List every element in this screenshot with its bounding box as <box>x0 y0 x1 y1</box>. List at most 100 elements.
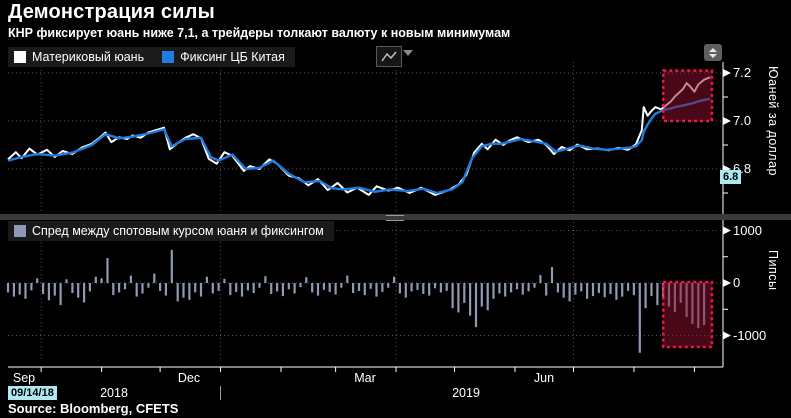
fixing-swatch-icon <box>162 51 174 63</box>
page-title: Демонстрация силы <box>8 1 215 24</box>
xaxis-label-sep: Sep <box>13 371 35 385</box>
spread-bar <box>188 283 190 300</box>
spread-bar <box>89 283 91 291</box>
spread-bar <box>235 283 237 292</box>
spread-bar <box>54 283 56 296</box>
spread-bar <box>206 277 208 283</box>
spread-bar <box>364 283 366 295</box>
spread-bar <box>19 283 21 295</box>
spread-bar <box>71 283 73 293</box>
spread-bar <box>650 283 652 296</box>
spread-bar <box>147 283 149 288</box>
spread-bar <box>30 283 32 290</box>
spread-bar <box>422 283 424 294</box>
spread-bar <box>586 283 588 299</box>
top-legend: Материковый юань Фиксинг ЦБ Китая <box>8 47 295 67</box>
arrow-up-icon <box>709 48 717 52</box>
spread-bar <box>153 274 155 283</box>
spread-bar <box>171 250 173 283</box>
legend-label-fixing: Фиксинг ЦБ Китая <box>180 50 285 64</box>
spread-bar <box>258 283 260 288</box>
y-tick-label: 1000 <box>733 223 762 238</box>
spread-bar <box>182 283 184 298</box>
spread-bar <box>358 283 360 291</box>
spread-bar <box>627 283 629 291</box>
year-label-2018: 2018 <box>100 386 128 400</box>
spread-swatch-icon <box>14 225 26 237</box>
bottom-legend: Спред между спотовым курсом юаня и фикси… <box>8 221 334 241</box>
spread-bar <box>270 283 272 294</box>
y-tick-label: 7.0 <box>733 113 751 128</box>
spread-bar <box>557 283 559 292</box>
spread-bar <box>42 283 44 294</box>
y-tick-arrow-icon <box>723 332 731 340</box>
top-axis-title: Юаней за доллар <box>766 66 780 176</box>
caret-down-icon[interactable] <box>403 50 413 56</box>
spread-bar <box>475 283 477 327</box>
value-badge: 6.8 <box>720 170 741 184</box>
panel-toggle-button[interactable] <box>704 44 722 61</box>
legend-item-fixing[interactable]: Фиксинг ЦБ Китая <box>162 50 285 64</box>
highlight-box-bottom <box>663 282 712 347</box>
spread-bar <box>592 283 594 296</box>
y-tick-arrow-icon <box>723 227 731 235</box>
spread-bar <box>305 277 307 283</box>
spread-bar <box>381 283 383 292</box>
fixing-line-series <box>8 99 710 193</box>
spread-bar <box>299 283 301 287</box>
y-tick-arrow-icon <box>723 279 731 287</box>
arrow-down-icon <box>709 54 717 58</box>
y-tick-arrow-icon <box>723 69 731 77</box>
spread-bar <box>516 283 518 289</box>
spread-bar <box>528 283 530 291</box>
spread-bar <box>533 283 535 288</box>
spread-bar <box>416 283 418 290</box>
spread-bar <box>405 283 407 298</box>
spread-bar <box>522 283 524 295</box>
y-tick-label: 7.2 <box>733 65 751 80</box>
spread-bar <box>282 283 284 296</box>
spread-bar <box>317 283 319 296</box>
year-separator <box>220 386 221 400</box>
line-chart-icon <box>380 50 398 63</box>
spread-bar <box>609 283 611 294</box>
spread-bar <box>335 283 337 295</box>
spread-bar <box>352 283 354 293</box>
panel-splitter[interactable] <box>0 214 791 220</box>
page-subtitle: КНР фиксирует юань ниже 7,1, а трейдеры … <box>8 26 510 40</box>
spread-bar <box>24 283 26 299</box>
chart-type-button[interactable] <box>376 46 402 67</box>
year-label-2019: 2019 <box>452 386 480 400</box>
spread-bar <box>65 279 67 283</box>
spread-bar <box>288 283 290 289</box>
spread-bar <box>264 276 266 283</box>
spread-bar <box>60 283 62 305</box>
legend-item-spot[interactable]: Материковый юань <box>14 50 144 64</box>
spread-bar <box>136 283 138 297</box>
spread-bar <box>276 283 278 291</box>
spread-bar <box>580 283 582 291</box>
spread-bar <box>428 283 430 296</box>
bottom-axis-title: Пипсы <box>766 250 780 290</box>
spread-bar <box>95 277 97 283</box>
spread-bar <box>311 283 313 292</box>
spread-bar <box>440 283 442 292</box>
spread-bar <box>487 283 489 310</box>
spread-bar <box>569 283 571 301</box>
spread-bar <box>446 283 448 291</box>
xaxis-label-jun: Jun <box>534 371 554 385</box>
spread-bar <box>375 283 377 297</box>
legend-label-spread: Спред между спотовым курсом юаня и фикси… <box>32 224 324 238</box>
spread-bar <box>294 283 296 294</box>
spread-bar <box>7 283 9 292</box>
spot-swatch-icon <box>14 51 26 63</box>
spread-bar <box>48 283 50 300</box>
spread-bar <box>598 283 600 293</box>
legend-item-spread[interactable]: Спред между спотовым курсом юаня и фикси… <box>14 224 324 238</box>
spread-bar <box>393 277 395 283</box>
spread-bar <box>101 278 103 283</box>
spread-bar <box>329 283 331 292</box>
spread-bar <box>323 283 325 290</box>
spread-bar <box>253 283 255 293</box>
spread-bar <box>218 283 220 291</box>
